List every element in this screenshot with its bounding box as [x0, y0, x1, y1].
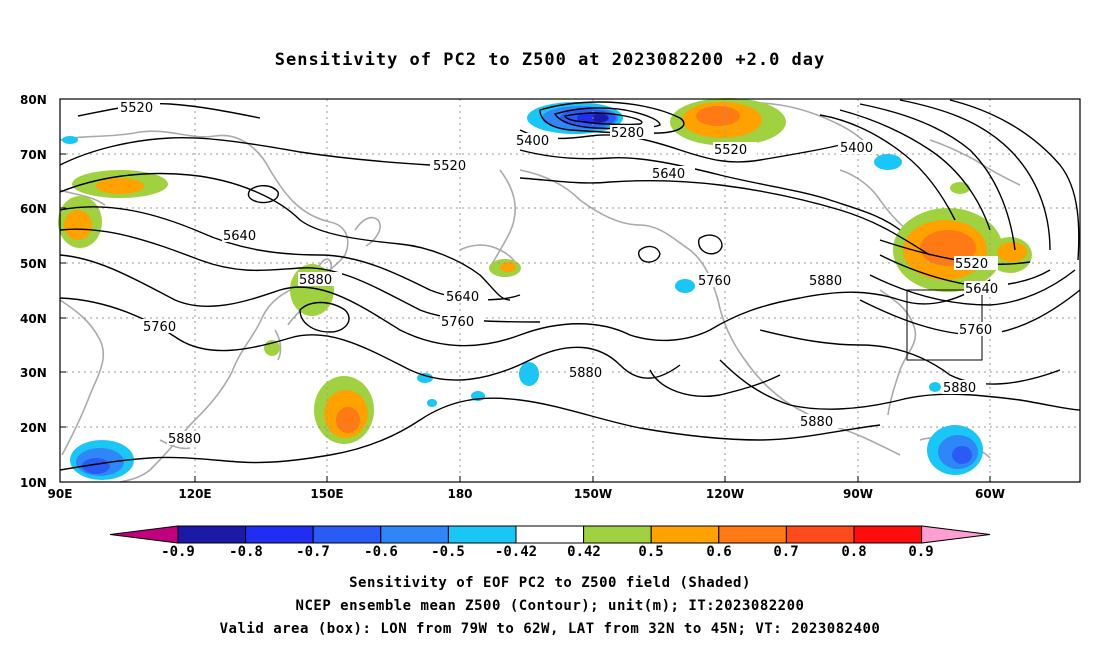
caption-contour: NCEP ensemble mean Z500 (Contour); unit(… [295, 598, 805, 614]
colorbar-label: -0.8 [229, 544, 263, 560]
contour-label: 5880 [800, 415, 833, 430]
longitude-labels: 90E 120E 150E 180 150W 120W 90W 60W [48, 487, 1005, 501]
contour-label: 5760 [143, 320, 176, 335]
colorbar-label: 0.5 [638, 544, 663, 560]
lon-label: 90W [843, 487, 873, 501]
colorbar-swatch [177, 525, 247, 544]
contour-label: 5880 [569, 366, 602, 381]
lat-label: 80N [20, 93, 47, 107]
contour-label: 5880 [943, 381, 976, 396]
colorbar-swatch [785, 525, 855, 544]
contour-labels: 5520 5400 5280 5520 5400 5520 5640 5640 … [118, 100, 1008, 447]
axis-ticks [60, 98, 991, 483]
contour-label: 5520 [433, 159, 466, 174]
map-frame [59, 98, 1081, 483]
colorbar-label: -0.7 [296, 544, 330, 560]
colorbar-labels: -0.9 -0.8 -0.7 -0.6 -0.5 -0.42 0.42 0.5 … [161, 544, 934, 560]
lat-label: 50N [20, 257, 47, 271]
contour-label: 5640 [223, 229, 256, 244]
colorbar-swatch [245, 525, 314, 544]
lon-label: 150W [574, 487, 612, 501]
lon-label: 120E [178, 487, 211, 501]
lat-label: 30N [20, 366, 47, 380]
lon-label: 60W [975, 487, 1005, 501]
colorbar-swatch [380, 525, 449, 544]
contour-label: 5880 [299, 273, 332, 288]
contour-label: 5640 [652, 167, 685, 182]
contour-label: 5760 [441, 315, 474, 330]
lon-label: 180 [447, 487, 472, 501]
colorbar-label: 0.8 [841, 544, 866, 560]
latitude-labels: 80N 70N 60N 50N 40N 30N 20N 10N [20, 93, 47, 490]
colorbar-label: -0.9 [161, 544, 195, 560]
contour-label: 5400 [840, 141, 873, 156]
contour-label: 5640 [446, 290, 479, 305]
map-title: Sensitivity of PC2 to Z500 at 2023082200… [274, 50, 826, 70]
contour-label: 5760 [698, 274, 731, 289]
colorbar-label: 0.6 [706, 544, 731, 560]
contour-label: 5880 [168, 432, 201, 447]
colorbar-swatch [853, 525, 923, 544]
contour-label: 5520 [120, 101, 153, 116]
contour-label: 5640 [965, 282, 998, 297]
lat-label: 20N [20, 421, 47, 435]
colorbar-swatch [718, 525, 787, 544]
lon-label: 120W [706, 487, 744, 501]
contour-label: 5760 [959, 323, 992, 338]
colorbar-swatch [583, 525, 652, 544]
colorbar-swatch [312, 525, 382, 544]
contour-label: 5400 [516, 134, 549, 149]
contour-label: 5520 [955, 257, 988, 272]
caption-shading: Sensitivity of EOF PC2 to Z500 field (Sh… [349, 575, 751, 591]
graticule [60, 99, 1080, 482]
lon-label: 90E [48, 487, 73, 501]
lon-label: 150E [310, 487, 343, 501]
lat-label: 70N [20, 148, 47, 162]
colorbar-swatch [515, 525, 585, 544]
colorbar-over-triangle [921, 525, 991, 544]
contour-label: 5280 [611, 126, 644, 141]
colorbar [109, 525, 991, 544]
colorbar-label: -0.5 [431, 544, 465, 560]
colorbar-label: -0.6 [364, 544, 398, 560]
colorbar-under-triangle [109, 525, 179, 544]
colorbar-swatch [650, 525, 720, 544]
colorbar-label: 0.7 [773, 544, 798, 560]
contour-label: 5880 [809, 274, 842, 289]
colorbar-swatch [447, 525, 517, 544]
colorbar-label: -0.42 [495, 544, 537, 560]
lat-label: 60N [20, 202, 47, 216]
contour-label: 5520 [714, 143, 747, 158]
caption-valid-area: Valid area (box): LON from 79W to 62W, L… [219, 621, 881, 637]
colorbar-label: 0.42 [567, 544, 601, 560]
colorbar-label: 0.9 [908, 544, 933, 560]
lat-label: 10N [20, 476, 47, 490]
lat-label: 40N [20, 312, 47, 326]
